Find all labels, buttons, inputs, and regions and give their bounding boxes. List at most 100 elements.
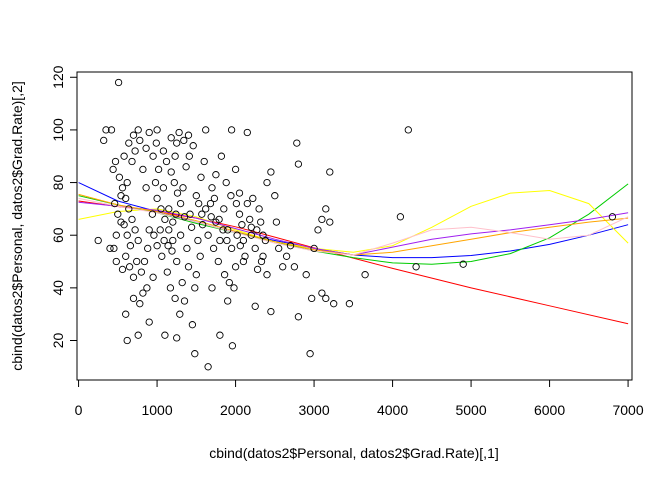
data-point [197, 173, 205, 181]
data-point [189, 142, 197, 150]
data-point [267, 168, 275, 176]
data-point [157, 205, 165, 213]
data-point [180, 136, 188, 145]
data-point [165, 226, 173, 234]
data-point [184, 131, 193, 139]
data-point [238, 221, 246, 229]
data-point [122, 194, 130, 203]
data-point [231, 165, 240, 174]
data-point [173, 257, 181, 266]
data-point [161, 215, 169, 224]
data-point [271, 192, 279, 200]
data-point [230, 284, 238, 292]
data-point [241, 252, 249, 260]
data-point [208, 284, 216, 292]
data-point [306, 350, 314, 358]
y-axis: 20 40 60 80 100 120 [50, 65, 77, 348]
data-point [137, 268, 146, 276]
data-point [166, 284, 175, 292]
data-point [133, 257, 141, 266]
data-point [112, 231, 120, 239]
fitted-curve [78, 201, 629, 256]
data-point [114, 210, 122, 218]
data-point [235, 189, 244, 197]
data-point [235, 210, 244, 218]
data-point [196, 252, 204, 260]
y-tick-label: 120 [50, 65, 66, 89]
y-tick-label: 100 [50, 118, 66, 142]
data-point [322, 205, 330, 213]
data-point [198, 221, 207, 229]
data-point [246, 215, 254, 224]
data-point [257, 218, 265, 226]
x-tick-label: 2000 [220, 402, 251, 418]
data-point [117, 192, 125, 200]
data-point [253, 265, 262, 274]
data-point [167, 168, 175, 176]
fitted-curve [78, 189, 629, 253]
data-point [128, 157, 136, 166]
data-point [129, 273, 138, 281]
data-point [123, 178, 131, 187]
data-point [158, 252, 166, 260]
data-point [412, 263, 420, 271]
data-point [286, 242, 295, 250]
data-point [134, 126, 142, 134]
data-point [125, 263, 134, 271]
data-point [257, 257, 266, 266]
data-point [272, 218, 281, 226]
data-point [114, 78, 123, 87]
data-point [183, 244, 191, 253]
data-point [173, 189, 182, 197]
data-point [123, 231, 131, 239]
x-tick-label: 6000 [534, 402, 565, 418]
data-point [208, 184, 216, 192]
data-point [163, 268, 171, 276]
data-point [318, 215, 326, 224]
data-point [171, 152, 179, 160]
data-point [200, 157, 208, 166]
data-point [123, 336, 131, 345]
data-point [110, 244, 118, 253]
data-point [142, 144, 150, 152]
data-point [318, 289, 326, 297]
data-point [188, 321, 197, 329]
plot-frame [76, 71, 633, 381]
fitted-curve [78, 193, 629, 256]
data-point [164, 242, 172, 250]
data-point [222, 178, 230, 187]
data-point [239, 236, 248, 245]
data-point [106, 244, 114, 253]
data-point [191, 284, 199, 292]
data-point [159, 147, 168, 155]
data-point [129, 294, 138, 303]
data-point [294, 160, 303, 168]
x-tick-label: 5000 [455, 402, 486, 418]
data-point [153, 126, 161, 134]
data-point [251, 302, 259, 310]
data-point [219, 226, 227, 234]
data-point [192, 271, 200, 279]
data-point [279, 263, 287, 271]
data-point [220, 271, 229, 279]
data-point [160, 236, 168, 245]
data-point [330, 300, 338, 308]
data-point [152, 139, 160, 147]
data-point [207, 213, 215, 221]
data-point [156, 226, 164, 234]
x-tick-label: 1000 [141, 402, 172, 418]
data-point [169, 236, 177, 245]
data-point [198, 210, 206, 218]
data-point [131, 147, 139, 155]
data-point [176, 310, 184, 318]
data-point [149, 152, 157, 160]
data-point [326, 168, 334, 176]
data-point [249, 194, 257, 203]
data-point [255, 205, 263, 213]
data-point [120, 152, 128, 160]
data-point [253, 226, 261, 234]
data-point [239, 257, 248, 266]
x-axis: 0 1000 2000 3000 4000 5000 6000 7000 [75, 380, 644, 418]
data-point [326, 218, 334, 226]
data-point [345, 300, 354, 308]
